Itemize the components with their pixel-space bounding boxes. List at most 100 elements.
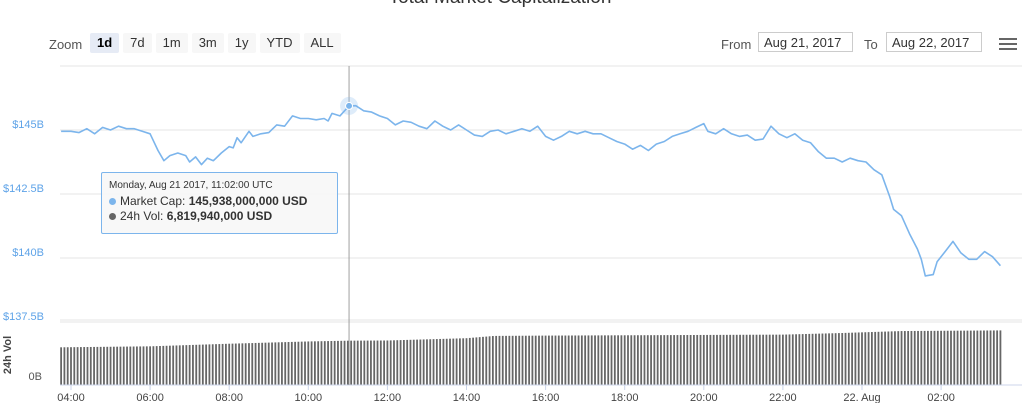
volume-bar [903, 331, 906, 385]
volume-bar [89, 346, 92, 385]
volume-bar [864, 332, 867, 385]
hover-point [345, 101, 354, 110]
volume-bar [538, 335, 540, 385]
volume-bar [745, 334, 748, 385]
volume-bar [600, 335, 603, 385]
volume-bar [646, 335, 649, 385]
volume-bar [261, 342, 264, 385]
volume-bar [528, 335, 531, 385]
zoom-1y-button[interactable]: 1y [227, 33, 256, 53]
volume-bar [379, 340, 382, 385]
zoom-1d-button[interactable]: 1d [90, 33, 120, 53]
volume-bar [999, 330, 1002, 385]
x-tick-label: 06:00 [136, 392, 164, 403]
volume-bar [383, 340, 386, 385]
volume-bar [699, 334, 702, 385]
x-tick-label: 22:00 [769, 392, 797, 403]
volume-bar [656, 335, 659, 385]
tooltip-volume-row: 24h Vol: 6,819,940,000 USD [109, 209, 337, 224]
volume-bar [854, 332, 857, 385]
volume-bar [323, 341, 326, 385]
volume-bar [884, 331, 886, 385]
volume-bar [116, 346, 119, 385]
volume-bar [989, 330, 992, 385]
volume-bar [432, 339, 435, 385]
volume-bar [620, 335, 623, 385]
volume-bar [182, 345, 184, 385]
volume-bar [449, 338, 451, 385]
volume-bar [70, 347, 72, 385]
volume-bar [419, 339, 422, 385]
zoom-ytd-button[interactable]: YTD [259, 33, 300, 53]
volume-bar [225, 343, 227, 385]
volume-bar [452, 338, 455, 385]
volume-bar [192, 344, 194, 385]
volume-bar [772, 334, 774, 385]
hamburger-menu-icon[interactable] [999, 38, 1017, 52]
volume-bar [785, 334, 788, 385]
volume-zero-label: 0B [29, 371, 42, 383]
volume-bar [778, 334, 781, 385]
volume-bar [459, 338, 461, 385]
volume-bar [966, 330, 969, 385]
volume-bar [541, 335, 544, 385]
volume-bar [943, 330, 946, 385]
volume-bar [393, 340, 395, 385]
volume-bar [775, 334, 778, 385]
volume-bar [412, 339, 415, 385]
volume-bar [327, 341, 329, 385]
to-date-input[interactable]: Aug 22, 2017 [886, 32, 982, 52]
volume-bar [221, 343, 224, 385]
volume-bar [76, 347, 79, 385]
volume-bar [468, 337, 471, 385]
volume-bar [376, 340, 379, 385]
volume-bar [274, 342, 277, 385]
volume-bar [251, 343, 254, 385]
volume-bar [936, 330, 939, 385]
zoom-label: Zoom [49, 37, 83, 52]
from-date-input[interactable]: Aug 21, 2017 [758, 32, 853, 52]
volume-bar [758, 334, 761, 385]
volume-bar [244, 343, 247, 385]
volume-bar [218, 344, 221, 385]
zoom-1m-button[interactable]: 1m [155, 33, 188, 53]
volume-bar [175, 345, 178, 385]
volume-bar [828, 333, 830, 385]
volume-bar [979, 330, 982, 385]
volume-bar [185, 345, 188, 385]
volume-bar [597, 335, 600, 385]
volume-bar [861, 332, 863, 385]
volume-bar [996, 330, 999, 385]
volume-bar [188, 345, 191, 385]
volume-bar [215, 344, 217, 385]
volume-bar [73, 347, 76, 385]
x-tick-label: 12:00 [374, 392, 402, 403]
volume-bar [920, 330, 923, 385]
volume-bar [913, 330, 916, 385]
volume-bar [60, 347, 63, 385]
zoom-all-button[interactable]: ALL [303, 33, 341, 53]
volume-bar [666, 335, 669, 385]
tooltip-market-cap-label: Market Cap: [120, 194, 186, 208]
volume-bar [264, 342, 267, 385]
volume-bar [238, 343, 240, 385]
volume-bar [518, 335, 521, 385]
volume-bar [346, 340, 349, 385]
volume-bar [897, 331, 900, 385]
volume-bar [953, 330, 956, 385]
volume-bar [402, 340, 405, 385]
volume-bar [96, 346, 99, 385]
volume-bar [660, 335, 662, 385]
volume-bar [894, 331, 896, 385]
volume-bar [155, 346, 158, 385]
volume-bar [887, 331, 890, 385]
volume-bar [198, 344, 201, 385]
volume-bar [567, 335, 570, 385]
zoom-7d-button[interactable]: 7d [123, 33, 152, 53]
tooltip-date: Monday, Aug 21 2017, 11:02:00 UTC [109, 180, 273, 191]
volume-bar [159, 346, 161, 385]
tooltip-market-cap-row: Market Cap: 145,938,000,000 USD [109, 194, 337, 209]
volume-bar [478, 337, 481, 385]
zoom-3m-button[interactable]: 3m [191, 33, 224, 53]
volume-bar [782, 334, 784, 385]
